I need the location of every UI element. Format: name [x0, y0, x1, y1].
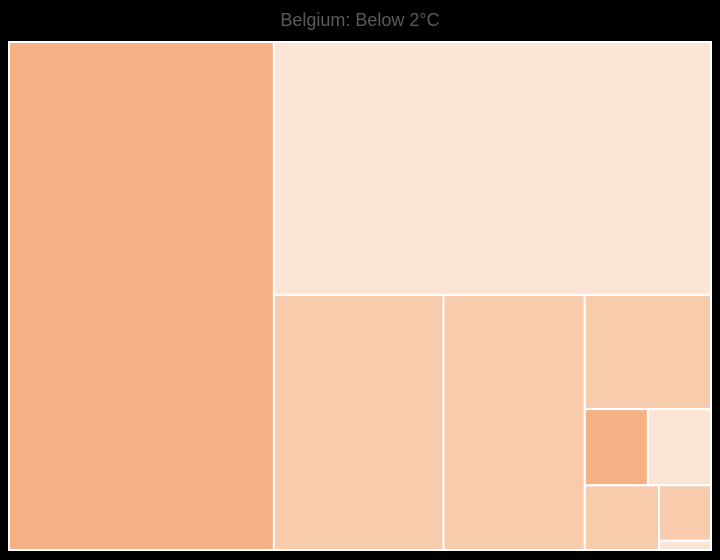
treemap-tile-10 [658, 539, 712, 551]
chart-title: Belgium: Below 2°C [280, 10, 440, 30]
treemap-tile-6 [583, 408, 649, 487]
treemap-tile-5 [583, 293, 712, 411]
treemap-tile-4 [442, 293, 586, 551]
treemap-tile-1 [8, 41, 275, 551]
treemap-tile-8 [583, 484, 661, 551]
treemap-tile-3 [272, 293, 445, 551]
treemap-tile-9 [658, 484, 712, 542]
treemap-tile-2 [272, 41, 712, 296]
treemap-tile-7 [646, 408, 713, 487]
